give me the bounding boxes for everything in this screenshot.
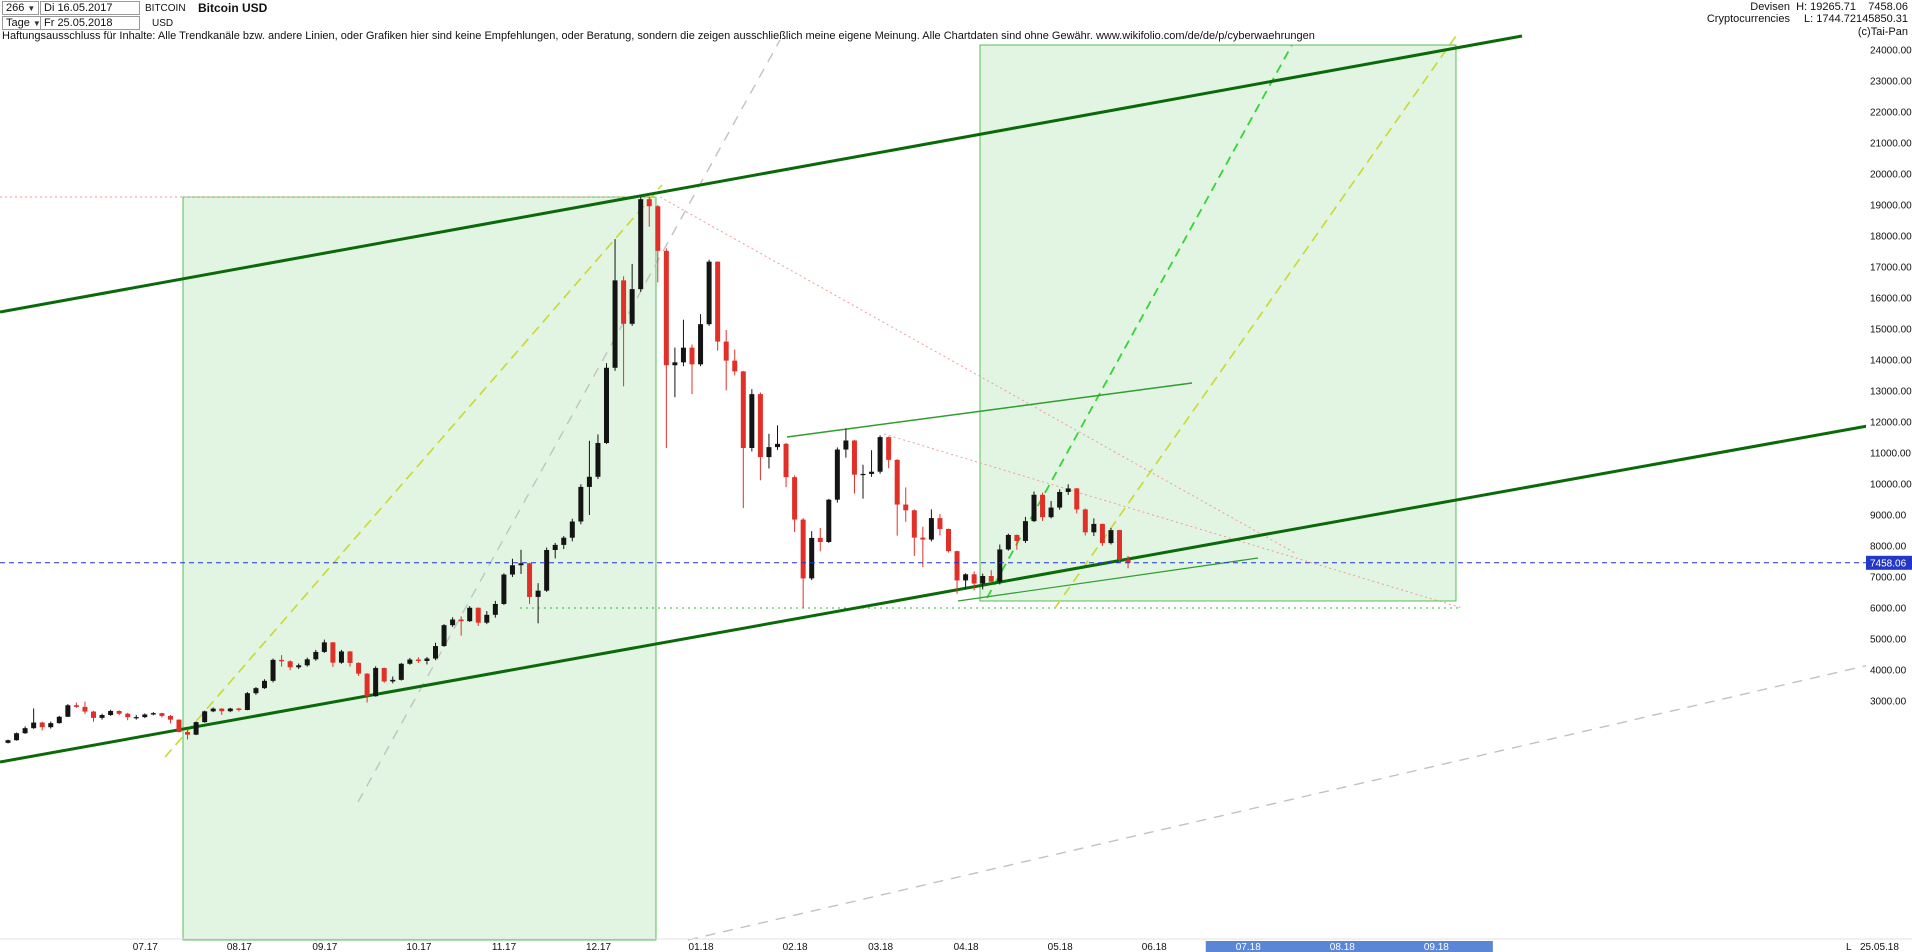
- month-label: 11.17: [492, 942, 517, 952]
- last-date-label: 25.05.18: [1860, 942, 1899, 952]
- category-line2: Cryptocurrencies: [1706, 13, 1790, 25]
- month-label: 08.17: [227, 942, 252, 952]
- svg-text:7458.06: 7458.06: [1870, 558, 1907, 569]
- price-axis-label: 7000.00: [1870, 573, 1907, 584]
- chevron-down-icon: ▼: [27, 3, 36, 13]
- symbol-currency-label: USD: [152, 18, 174, 29]
- line-rally-parallel-dashed: [1054, 32, 1459, 609]
- month-label: 03.18: [868, 942, 893, 952]
- date-to-field[interactable]: Fr 25.05.2018: [40, 16, 140, 30]
- line-gray-steep-dashed: [357, 39, 781, 803]
- last-value-label: 7458.06: [1868, 1, 1908, 13]
- price-axis-label: 4000.00: [1870, 666, 1907, 677]
- chart-high-label: H: 19265.71: [1796, 1, 1856, 13]
- line-rally-trendline-dashed: [164, 184, 663, 758]
- line-resistance-line: [786, 382, 1193, 438]
- line-channel-bottom-thick: [0, 416, 1912, 764]
- line-channel-top-thick: [0, 34, 1523, 314]
- bar-count-dropdown[interactable]: 266 ▼: [2, 1, 40, 15]
- price-axis-label: 8000.00: [1870, 542, 1907, 553]
- line-gray-lower-channel-dashed: [687, 654, 1912, 941]
- date-to-value: Fr 25.05.2018: [44, 16, 113, 29]
- price-axis-label: 12000.00: [1870, 418, 1912, 429]
- date-from-field[interactable]: Di 16.05.2017: [40, 1, 140, 15]
- chart-low-label: L: 1744.72: [1804, 13, 1856, 25]
- price-axis-label: 17000.00: [1870, 263, 1912, 274]
- price-axis-label: 13000.00: [1870, 387, 1912, 398]
- month-label: 04.18: [954, 942, 979, 952]
- line-decline-red-dotted-2: [883, 433, 1463, 609]
- region-rally-zone: [182, 196, 657, 941]
- price-axis-label: 5000.00: [1870, 635, 1907, 646]
- month-label: 05.18: [1048, 942, 1073, 952]
- price-axis-label: 19000.00: [1870, 201, 1912, 212]
- annotation-lines: [0, 32, 1912, 941]
- price-axis-label: 3000.00: [1870, 697, 1907, 708]
- price-axis-label: 15000.00: [1870, 325, 1912, 336]
- month-label: 07.18: [1236, 942, 1261, 952]
- price-axis-label: 20000.00: [1870, 170, 1912, 181]
- price-axis-label: 16000.00: [1870, 294, 1912, 305]
- price-axis: 24000.00 23000.00 22000.00 21000.00 20000.00…: [1866, 42, 1912, 952]
- price-axis-label: 10000.00: [1870, 480, 1912, 491]
- disclaimer-text: Haftungsausschluss für Inhalte: Alle Tre…: [2, 30, 1315, 42]
- price-axis-label: 9000.00: [1870, 511, 1907, 522]
- future-months-highlight: [1205, 941, 1493, 952]
- price-axis-label: 21000.00: [1870, 139, 1912, 150]
- month-label: 07.17: [133, 942, 158, 952]
- symbol-label: BITCOIN: [145, 3, 186, 14]
- chevron-down-icon: ▼: [32, 18, 41, 28]
- period-value: Tage: [6, 16, 30, 29]
- page-title: Bitcoin USD: [198, 1, 268, 15]
- price-axis-label: 11000.00: [1870, 449, 1911, 460]
- copyright-label: (c)Tai-Pan: [1857, 26, 1908, 38]
- shaded-regions: [182, 44, 1457, 941]
- month-label: 02.18: [783, 942, 808, 952]
- category-line1: Devisen: [1750, 1, 1790, 13]
- month-label: 09.18: [1424, 942, 1449, 952]
- time-axis: 07.17 08.17 09.17 10.17 11.17 12.17 01.18 02.18…: [0, 938, 1912, 952]
- month-label: 09.17: [312, 942, 337, 952]
- line-projection-green-dashed: [986, 44, 1293, 599]
- current-price-badge: 7458.06: [1866, 555, 1912, 570]
- month-label: 01.18: [689, 942, 714, 952]
- month-label: 06.18: [1142, 942, 1167, 952]
- price-axis-label: 23000.00: [1870, 77, 1912, 88]
- price-axis-label: 14000.00: [1870, 356, 1912, 367]
- price-axis-label: 6000.00: [1870, 604, 1907, 615]
- candles: [5, 196, 1131, 744]
- bar-count-value: 266: [6, 1, 25, 14]
- month-label: 10.17: [406, 942, 431, 952]
- period-dropdown[interactable]: Tage ▼: [2, 16, 45, 30]
- secondary-value-label: 145850.31: [1856, 13, 1908, 25]
- line-minor-support-line: [957, 557, 1259, 602]
- price-axis-label: 22000.00: [1870, 108, 1912, 119]
- date-from-value: Di 16.05.2017: [44, 1, 113, 14]
- month-label: 08.18: [1330, 942, 1355, 952]
- line-decline-red-dotted-1: [659, 196, 1296, 554]
- last-bar-marker: L: [1846, 942, 1852, 952]
- price-axis-label: 18000.00: [1870, 232, 1912, 243]
- price-axis-label: 24000.00: [1870, 46, 1912, 57]
- month-label: 12.17: [586, 942, 611, 952]
